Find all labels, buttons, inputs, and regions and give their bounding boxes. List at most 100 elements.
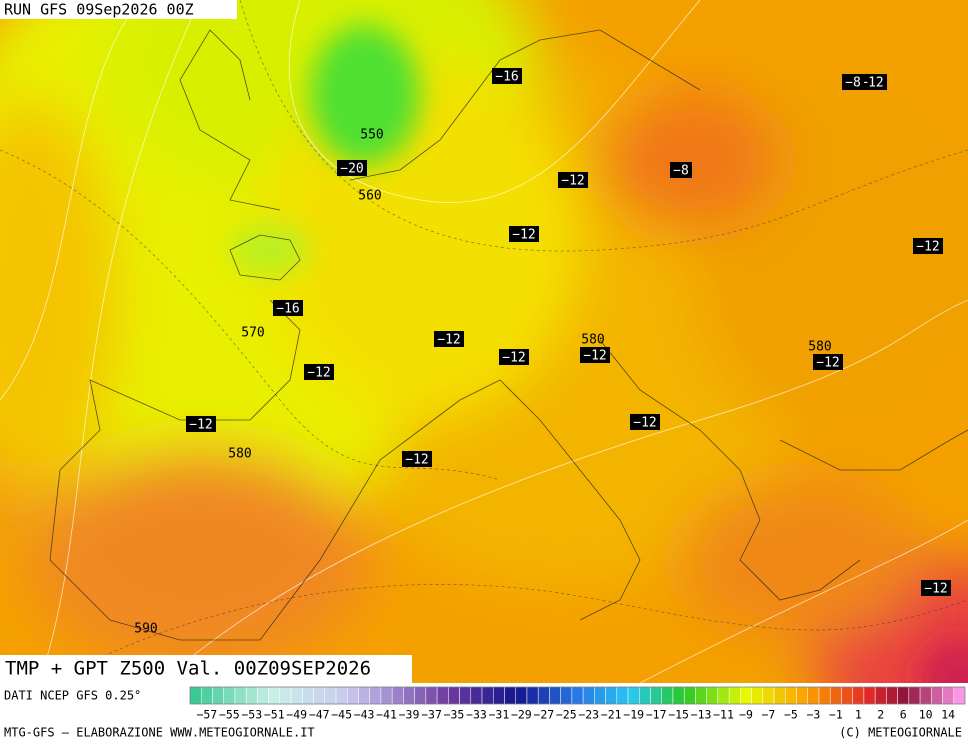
scale-cell bbox=[560, 686, 573, 705]
scale-cell bbox=[650, 686, 662, 705]
scale-label: −9 bbox=[739, 708, 753, 722]
scale-label: −51 bbox=[264, 708, 285, 722]
temperature-label-box bbox=[434, 331, 464, 347]
scale-cell bbox=[706, 686, 719, 705]
scale-cell bbox=[200, 686, 213, 705]
scale-cell bbox=[549, 686, 561, 705]
height-label: 580 bbox=[228, 447, 251, 462]
height-label: 580 bbox=[581, 333, 604, 348]
temperature-label: −12 bbox=[633, 416, 656, 431]
temperature-label-box bbox=[509, 226, 539, 242]
temperature-label: −16 bbox=[276, 302, 299, 317]
scale-cell bbox=[290, 686, 303, 705]
scale-cell bbox=[773, 686, 786, 705]
scale-cell bbox=[852, 686, 865, 705]
scale-cell bbox=[762, 686, 775, 705]
scale-label: 2 bbox=[877, 708, 884, 722]
scale-label: 6 bbox=[900, 708, 907, 722]
scale-cell bbox=[661, 686, 674, 705]
color-scale: −57 −55 −53 −51 −49 −47 −45 −43 −41 −39 −37 −35 −33−… bbox=[189, 686, 966, 722]
scale-label: −3 bbox=[806, 708, 820, 722]
scale-cell bbox=[459, 686, 472, 705]
height-label: 550 bbox=[360, 128, 383, 143]
scale-cell bbox=[717, 686, 730, 705]
scale-cell bbox=[481, 686, 494, 705]
scale-label: −55 bbox=[219, 708, 240, 722]
scale-label: −13 bbox=[691, 708, 712, 722]
temperature-label: −20 bbox=[340, 162, 363, 177]
scale-cell bbox=[504, 686, 516, 705]
scale-cell bbox=[526, 686, 539, 705]
scale-label: 14 bbox=[941, 708, 955, 722]
temperature-label: −12 bbox=[307, 366, 330, 381]
scale-label: −25 bbox=[556, 708, 577, 722]
scale-cell bbox=[672, 686, 685, 705]
scale-cell bbox=[425, 686, 438, 705]
temperature-label: −12 bbox=[437, 333, 460, 348]
scale-cell bbox=[380, 686, 393, 705]
scale-frame bbox=[189, 686, 966, 705]
scale-cell bbox=[414, 686, 427, 705]
temperature-label-box bbox=[842, 74, 864, 90]
temperature-label-box bbox=[492, 68, 522, 84]
scale-cell bbox=[751, 686, 764, 705]
scale-cell bbox=[279, 686, 292, 705]
scale-cell bbox=[313, 686, 326, 705]
scale-label: −49 bbox=[286, 708, 307, 722]
scale-cell bbox=[796, 686, 809, 705]
scale-cell bbox=[908, 686, 921, 705]
scale-label: −27 bbox=[533, 708, 554, 722]
temperature-label: −16 bbox=[495, 70, 518, 85]
scale-cell bbox=[740, 686, 752, 705]
scale-cell bbox=[324, 686, 337, 705]
scale-label: −53 bbox=[241, 708, 262, 722]
title-box bbox=[0, 655, 412, 683]
scale-label: −29 bbox=[511, 708, 532, 722]
temperature-label-box bbox=[630, 414, 660, 430]
temperature-label: −12 bbox=[924, 582, 947, 597]
scale-label: −19 bbox=[623, 708, 644, 722]
scale-cell bbox=[436, 686, 449, 705]
scale-cell bbox=[391, 686, 404, 705]
temperature-label: −12 bbox=[405, 453, 428, 468]
scale-label: −37 bbox=[421, 708, 442, 722]
scale-cell bbox=[728, 686, 741, 705]
footer-credit: MTG-GFS – ELABORAZIONE WWW.METEOGIORNALE… bbox=[4, 726, 315, 740]
map-title: TMP + GPT Z500 Val. 00Z09SEP2026 bbox=[5, 658, 371, 680]
scale-cell bbox=[268, 686, 281, 705]
scale-cell bbox=[335, 686, 348, 705]
scale-label: 1 bbox=[855, 708, 862, 722]
temperature-label-box bbox=[304, 364, 334, 380]
scale-label: 10 bbox=[919, 708, 933, 722]
run-box bbox=[0, 0, 237, 19]
scale-label: −31 bbox=[488, 708, 509, 722]
temperature-label-box bbox=[580, 347, 610, 363]
scale-cell bbox=[886, 686, 898, 705]
scale-cell bbox=[358, 686, 370, 705]
scale-cell bbox=[257, 686, 269, 705]
height-label: 580 bbox=[808, 340, 831, 355]
scale-cell bbox=[369, 686, 382, 705]
temperature-label: −8 bbox=[673, 164, 689, 179]
scale-cell bbox=[897, 686, 910, 705]
scale-cell bbox=[212, 686, 224, 705]
footer-copyright: (C) METEOGIORNALE bbox=[839, 726, 962, 740]
temperature-label: −12 bbox=[583, 349, 606, 364]
height-label: 590 bbox=[134, 622, 157, 637]
scale-label: −45 bbox=[331, 708, 352, 722]
temperature-label: −12 bbox=[860, 76, 883, 91]
scale-cell bbox=[863, 686, 876, 705]
scale-label: −21 bbox=[601, 708, 622, 722]
scale-cell bbox=[639, 686, 651, 705]
scale-cell bbox=[931, 686, 943, 705]
temperature-label-box bbox=[186, 416, 216, 432]
temperature-label: −12 bbox=[816, 356, 839, 371]
scale-cell bbox=[616, 686, 629, 705]
scale-label: −57 bbox=[196, 708, 217, 722]
scale-cell bbox=[942, 686, 955, 705]
scale-cell bbox=[403, 686, 415, 705]
temperature-label-box bbox=[558, 172, 588, 188]
scale-cell bbox=[189, 686, 202, 705]
scale-cell bbox=[245, 686, 258, 705]
